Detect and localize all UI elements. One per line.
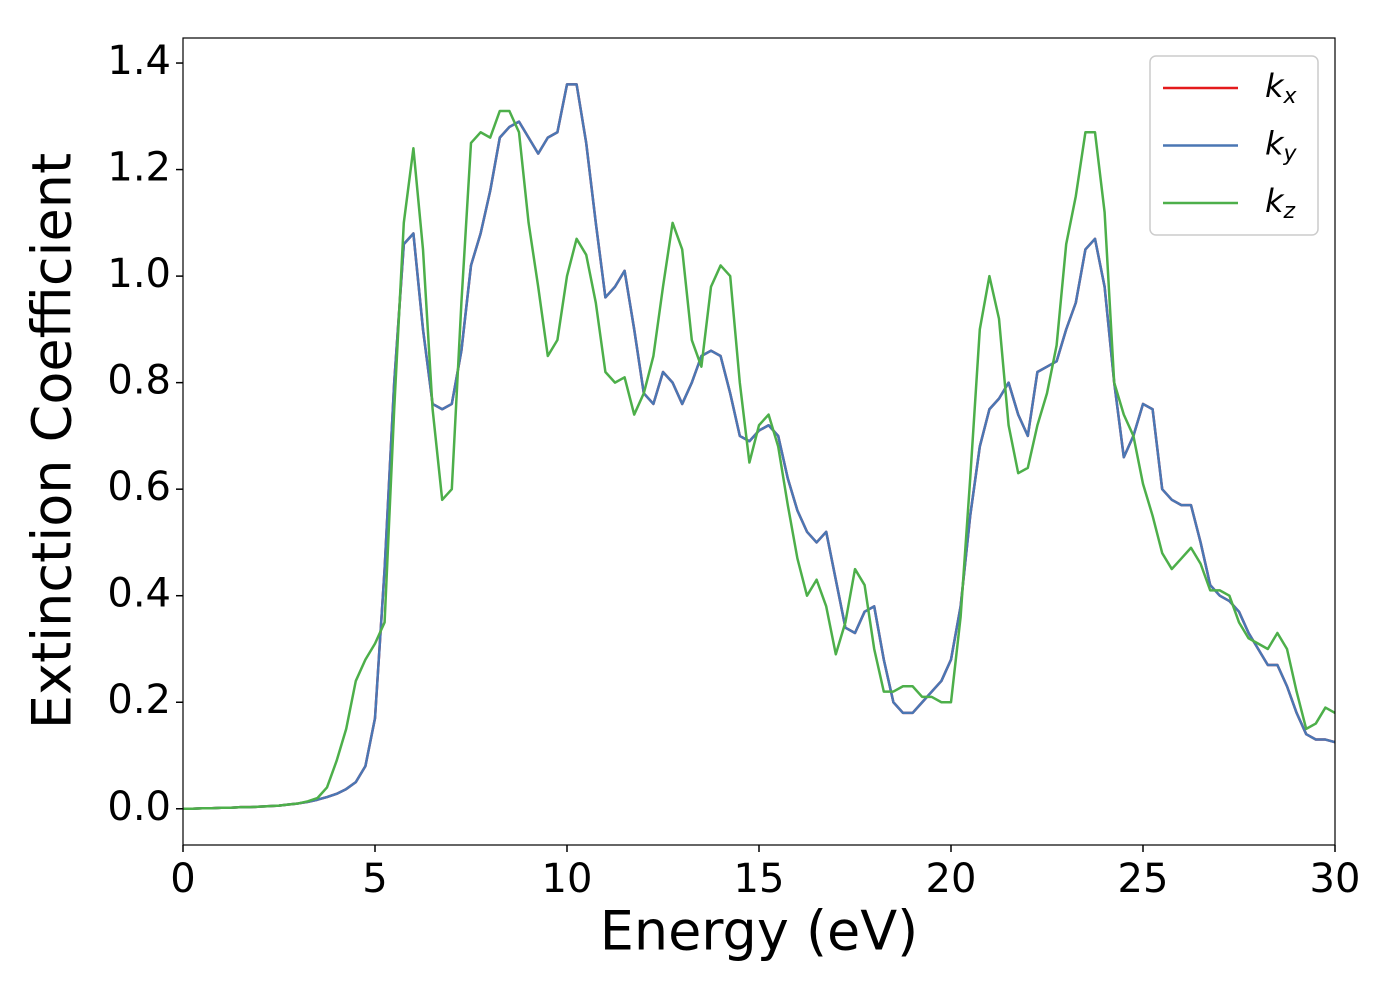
y-tick-label: 0.8 (107, 358, 171, 404)
series-line (183, 109, 1335, 811)
plot-frame (182, 37, 1336, 846)
y-tick-label: 1.4 (107, 38, 171, 84)
x-tick-label: 0 (170, 856, 195, 902)
x-tick-label: 15 (734, 856, 785, 902)
x-tick-label: 25 (1118, 856, 1169, 902)
x-axis-label: Energy (eV) (600, 900, 919, 963)
y-tick-label: 0.0 (107, 784, 171, 830)
y-tick-label: 1.2 (107, 145, 171, 191)
y-tick-label: 0.4 (107, 571, 171, 617)
series-line (183, 83, 1335, 811)
y-tick-label: 0.6 (107, 464, 171, 510)
y-tick-label: 1.0 (107, 251, 171, 297)
x-tick-label: 20 (926, 856, 977, 902)
y-axis-label: Extinction Coefficient (21, 153, 84, 729)
y-tick-label: 0.2 (107, 677, 171, 723)
x-tick-label: 30 (1310, 856, 1361, 902)
x-tick-label: 10 (542, 856, 593, 902)
x-tick-label: 5 (362, 856, 387, 902)
